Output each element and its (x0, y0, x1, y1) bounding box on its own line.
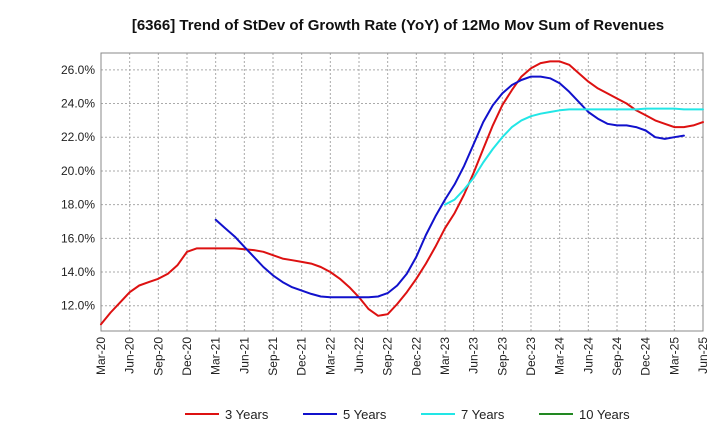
x-tick-label: Mar-24 (553, 337, 567, 375)
legend: 3 Years 5 Years 7 Years 10 Years (185, 407, 630, 422)
chart-title: [6366] Trend of StDev of Growth Rate (Yo… (132, 17, 664, 34)
y-tick-label: 20.0% (61, 164, 95, 178)
x-tick-label: Jun-22 (352, 337, 366, 374)
legend-label-3-years: 3 Years (225, 407, 269, 422)
y-tick-label: 12.0% (61, 299, 95, 313)
x-tick-label: Jun-25 (696, 337, 710, 374)
x-tick-label: Jun-23 (467, 337, 481, 374)
grid (101, 53, 703, 331)
x-tick-label: Sep-23 (495, 337, 509, 376)
x-tick-label: Dec-23 (524, 337, 538, 376)
series-line-5-years (214, 75, 685, 299)
y-axis: 12.0% 14.0% 16.0% 18.0% 20.0% 22.0% 24.0% 26.0% (61, 63, 95, 313)
x-tick-label: Dec-20 (180, 337, 194, 376)
x-tick-label: Jun-20 (123, 337, 137, 374)
y-tick-label: 24.0% (61, 97, 95, 111)
series-line-7-years (444, 107, 704, 206)
x-tick-label: Mar-23 (438, 337, 452, 375)
series-line-3-years (100, 60, 704, 326)
legend-label-7-years: 7 Years (461, 407, 505, 422)
plot-area (100, 52, 704, 332)
x-axis: Mar-20 Jun-20 Sep-20 Dec-20 Mar-21 Jun-21 Sep-… (94, 337, 710, 376)
x-tick-label: Mar-25 (667, 337, 681, 375)
x-tick-label: Mar-20 (94, 337, 108, 375)
x-tick-label: Dec-24 (639, 337, 653, 376)
legend-label-10-years: 10 Years (579, 407, 630, 422)
x-tick-label: Mar-21 (209, 337, 223, 375)
x-tick-label: Sep-24 (610, 337, 624, 376)
y-tick-label: 16.0% (61, 231, 95, 245)
y-tick-label: 26.0% (61, 63, 95, 77)
series-lines (100, 60, 704, 326)
legend-label-5-years: 5 Years (343, 407, 387, 422)
x-tick-label: Dec-21 (295, 337, 309, 376)
y-tick-label: 18.0% (61, 198, 95, 212)
x-tick-label: Jun-21 (237, 337, 251, 374)
x-tick-label: Sep-21 (266, 337, 280, 376)
x-tick-label: Dec-22 (409, 337, 423, 376)
y-tick-label: 14.0% (61, 265, 95, 279)
x-tick-label: Sep-20 (151, 337, 165, 376)
x-tick-label: Mar-22 (323, 337, 337, 375)
x-tick-label: Sep-22 (381, 337, 395, 376)
y-tick-label: 22.0% (61, 130, 95, 144)
x-tick-label: Jun-24 (581, 337, 595, 374)
